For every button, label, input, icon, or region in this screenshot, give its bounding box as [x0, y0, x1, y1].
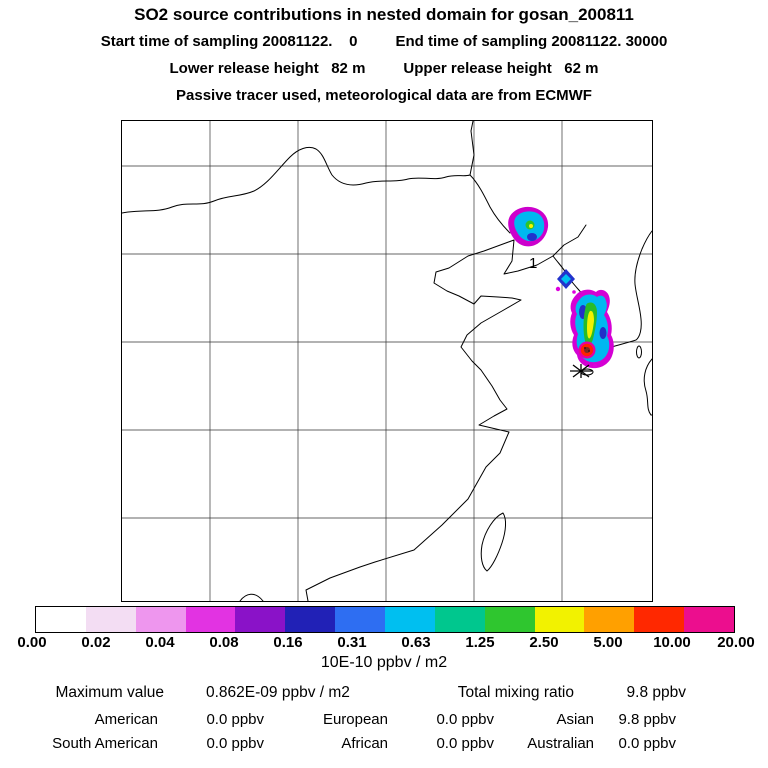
colorbar-tick-label: 0.63: [401, 634, 431, 651]
colorbar-tick-label: 0.02: [81, 634, 111, 651]
colorbar-tick-label: 5.00: [593, 634, 623, 651]
colorbar-cell: [285, 607, 336, 632]
maximum-value-label: Maximum value: [55, 684, 164, 701]
regions-grid: American 0.0 ppbv European 0.0 ppbv Asian 9.8…: [14, 708, 682, 756]
colorbar-tick-label: 0.08: [209, 634, 239, 651]
map-gridlines: [122, 121, 652, 601]
stats-summary-row: Maximum value 0.862E-09 ppbv / m2 Total …: [14, 684, 694, 702]
coastline-kyushu: [643, 358, 652, 416]
colorbar-cell: [385, 607, 435, 632]
region-label: Australian: [527, 735, 594, 752]
colorbar-cell: [36, 607, 86, 632]
region-label: South American: [52, 735, 158, 752]
region-label: European: [322, 711, 388, 728]
region-value: 0.0 ppbv: [206, 711, 264, 728]
colorbar-tick-label: 20.00: [717, 634, 755, 651]
plume-b-inner: [561, 274, 571, 284]
region-value: 0.0 ppbv: [436, 735, 494, 752]
region-value: 0.0 ppbv: [436, 711, 494, 728]
plume-b-dot: [555, 286, 561, 292]
colorbar-tick-label: 0.31: [337, 634, 367, 651]
colorbar-cell: [235, 607, 286, 632]
liao-river: [469, 174, 511, 234]
tracer-info-line: Passive tracer used, meteorological data…: [176, 87, 592, 104]
colorbar-tick-label: 2.50: [529, 634, 559, 651]
island-taiwan: [480, 512, 506, 572]
map-panel: 1: [121, 120, 653, 602]
plume-c-blue-2: [599, 327, 607, 339]
plume-c-dot-2: [572, 290, 576, 294]
upper-release-text: Upper release height 62 m: [403, 60, 599, 77]
plume-northeast-china: [508, 206, 549, 247]
colorbar-cell: [584, 607, 635, 632]
colorbar-cell: [434, 607, 485, 632]
colorbar-tick-label: 10.00: [653, 634, 691, 651]
coastline-china: [305, 239, 554, 601]
colorbar-cell: [634, 607, 685, 632]
colorbar-cell: [684, 607, 735, 632]
colorbar-cell: [135, 607, 186, 632]
release-heights-line: Lower release height 82 m Upper release h…: [0, 60, 768, 77]
coastlines: [122, 121, 652, 601]
end-time-text: End time of sampling 20081122. 30000: [395, 33, 668, 50]
colorbar: [35, 606, 735, 633]
coastline-tonkin: [239, 593, 264, 601]
release-point-label: 1: [529, 255, 537, 272]
island-tsushima: [636, 345, 642, 359]
colorbar-tick-label: 0.00: [17, 634, 47, 651]
plume-a-blue: [527, 233, 537, 241]
colorbar-cell: [534, 607, 585, 632]
colorbar-tick-label: 0.16: [273, 634, 303, 651]
region-value: 0.0 ppbv: [206, 735, 264, 752]
total-mixing-ratio-value: 9.8 ppbv: [626, 684, 686, 701]
plume-yalu-diamond: [555, 269, 575, 292]
sampling-times-line: Start time of sampling 20081122. 0 End ti…: [0, 33, 768, 50]
total-mixing-ratio-label: Total mixing ratio: [457, 684, 574, 701]
region-value: 9.8 ppbv: [618, 711, 676, 728]
colorbar-ticks: 0.00 0.02 0.04 0.08 0.16 0.31 0.63 1.25 2.50 5.00…: [0, 634, 768, 651]
plume-c-dot-1: [593, 364, 597, 368]
receptor-asterisk-icon: [570, 364, 592, 378]
lower-release-text: Lower release height 82 m: [169, 60, 366, 77]
plume-c-speckle: [584, 347, 586, 349]
plume-a-yellow: [529, 224, 533, 228]
page-title: SO2 source contributions in nested domai…: [134, 5, 634, 24]
maximum-value: 0.862E-09 ppbv / m2: [206, 684, 350, 701]
region-label: American: [94, 711, 158, 728]
colorbar-cell: [85, 607, 136, 632]
colorbar-tick-label: 1.25: [465, 634, 495, 651]
region-label: Asian: [556, 711, 594, 728]
start-time-text: Start time of sampling 20081122. 0: [100, 33, 358, 50]
border-mongolia: [122, 121, 475, 214]
colorbar-units-label: 10E-10 ppbv / m2: [320, 654, 448, 671]
plume-c-yellow: [587, 310, 594, 339]
map-svg: 1: [122, 121, 652, 601]
colorbar-cells: [36, 607, 735, 632]
colorbar-cell: [185, 607, 236, 632]
colorbar-cell: [484, 607, 535, 632]
region-label: African: [341, 735, 388, 752]
colorbar-tick-label: 0.04: [145, 634, 175, 651]
border-yalu: [552, 224, 587, 257]
plume-c-speckle: [588, 350, 590, 352]
plume-korea: [570, 289, 614, 369]
region-value: 0.0 ppbv: [618, 735, 676, 752]
colorbar-cell: [335, 607, 386, 632]
